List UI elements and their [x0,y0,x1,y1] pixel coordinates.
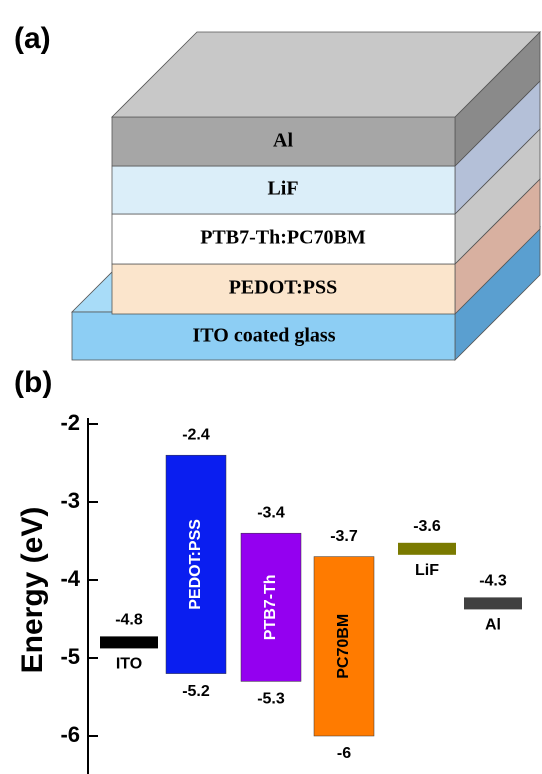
value-label: -5.3 [257,691,285,708]
value-label: -3.4 [257,504,285,521]
series-label: PEDOT:PSS [187,519,204,610]
value-label: -3.7 [330,528,358,545]
y-tick-label: -3 [60,488,80,513]
level-line [398,543,456,555]
series-label: Al [485,617,501,634]
y-tick-label: -5 [60,644,80,669]
value-label: -6 [337,745,351,762]
level-line [464,597,522,609]
panel-label: (b) [14,366,52,399]
panel-label: (a) [14,22,51,55]
y-tick-label: -2 [60,410,80,435]
figure: (a) Al LiF PTB7-Th:PC70BM PEDOT:PSS ITO … [0,0,542,774]
layer-label: Al [273,130,293,152]
device-stack [72,32,540,360]
value-label: -3.6 [413,518,441,535]
value-label: -4.8 [115,612,143,629]
level-line [100,636,158,648]
series-label: ITO [116,656,142,673]
layer-label: PEDOT:PSS [229,277,338,299]
value-label: -2.4 [182,426,210,443]
layer-label: LiF [267,178,298,200]
value-label: -4.3 [479,573,507,590]
y-axis-label: Energy (eV) [16,507,49,674]
layer-label: PTB7-Th:PC70BM [200,227,366,249]
value-label: -5.2 [182,683,210,700]
series-label: PC70BM [335,614,352,679]
layer-label: ITO coated glass [193,325,336,347]
series-label: PTB7-Th [262,574,279,640]
series-label: LiF [415,562,439,579]
y-tick-label: -6 [60,722,80,747]
y-tick-label: -4 [60,566,80,591]
